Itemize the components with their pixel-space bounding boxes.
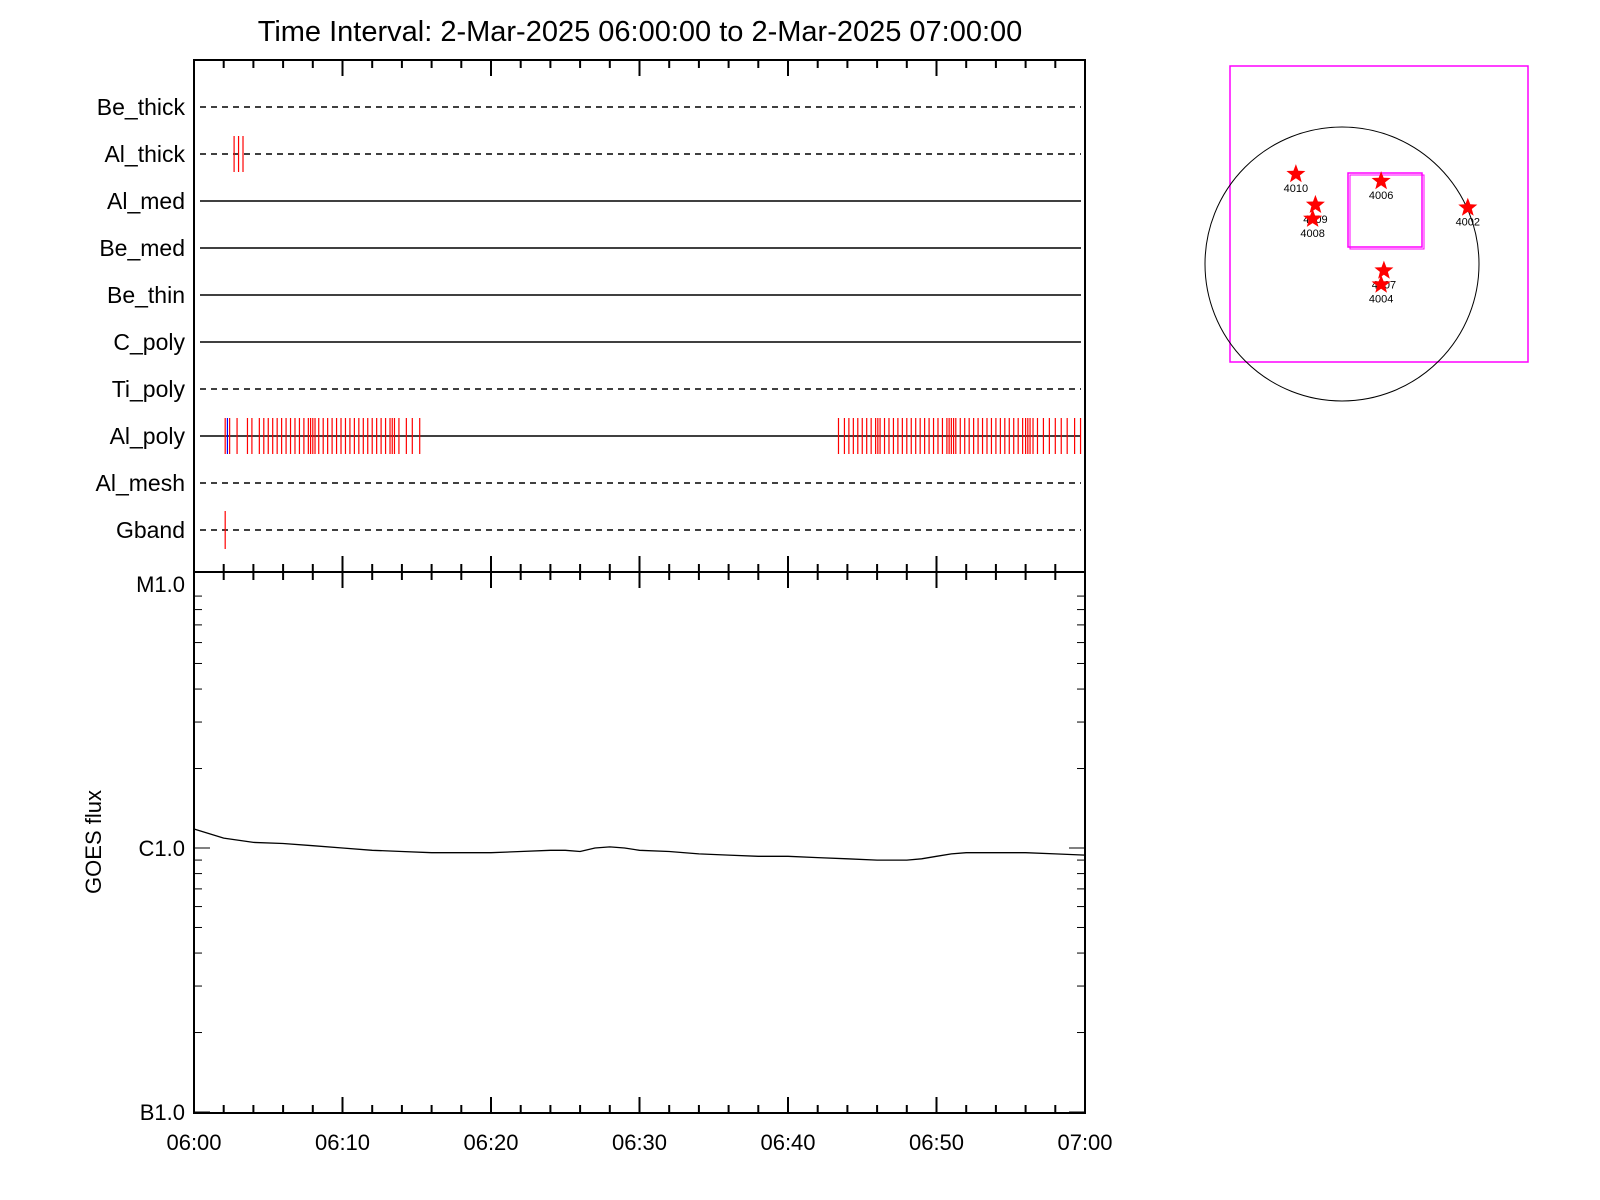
event-marks [224,136,1082,549]
fov-box-outer [1229,65,1529,363]
row-label-ti-poly: Ti_poly [112,376,186,402]
goes-panel-ticks: 06:00 06:10 06:20 06:30 06:40 06:50 07:00 M1.0 C… [136,572,1113,1155]
row-label-be-thick: Be_thick [97,94,186,120]
row-label-al-poly: Al_poly [110,423,186,449]
goes-flux-line [193,828,1086,861]
row-label-al-med: Al_med [107,188,185,214]
y-tick-label: B1.0 [140,1100,185,1125]
region-star-icon [1371,274,1391,293]
solar-disk [1204,126,1480,402]
region-label: 4006 [1369,190,1393,202]
region-star-icon [1303,208,1323,227]
region-star-icon [1374,260,1394,279]
region-label: 4002 [1456,217,1480,229]
x-tick-label: 06:40 [760,1130,815,1155]
fov-box-inner-2 [1349,174,1425,250]
event-panel: Be_thick Al_thick Al_med Be_med Be_thin C_pol… [96,59,1086,573]
row-label-al-mesh: Al_mesh [96,470,185,496]
y-tick-label: C1.0 [139,836,185,861]
goes-panel: 06:00 06:10 06:20 06:30 06:40 06:50 07:00 M1.0 C… [81,571,1113,1155]
region-star-icon [1371,171,1391,190]
sun-map: 4010400940084006400240074004 [1204,65,1529,402]
row-label-al-thick: Al_thick [104,141,185,167]
region-label: 4010 [1284,183,1308,195]
x-tick-label: 06:50 [909,1130,964,1155]
region-star-icon [1286,164,1306,183]
x-tick-label: 06:10 [315,1130,370,1155]
event-panel-frame [193,59,1086,573]
goes-y-axis-label: GOES flux [81,790,106,894]
x-tick-label: 07:00 [1057,1130,1112,1155]
y-tick-label: M1.0 [136,572,185,597]
row-label-be-med: Be_med [99,235,185,261]
region-label: 4004 [1369,294,1393,306]
region-star-icon [1305,194,1325,213]
x-tick-label: 06:00 [166,1130,221,1155]
fov-box-inner [1347,172,1423,248]
chart-title: Time Interval: 2-Mar-2025 06:00:00 to 2-… [258,16,1023,48]
goes-panel-frame [193,571,1086,1114]
region-star-icon [1458,197,1478,216]
row-label-be-thin: Be_thin [107,282,185,308]
row-label-c-poly: C_poly [113,329,185,355]
row-label-gband: Gband [116,517,185,543]
active-region-markers: 4010400940084006400240074004 [1284,164,1480,306]
region-label: 4008 [1300,228,1324,240]
event-panel-ticks [193,60,1086,572]
x-tick-label: 06:20 [463,1130,518,1155]
event-rows: Be_thick Al_thick Al_med Be_med Be_thin C_pol… [96,94,1081,543]
x-tick-label: 06:30 [612,1130,667,1155]
